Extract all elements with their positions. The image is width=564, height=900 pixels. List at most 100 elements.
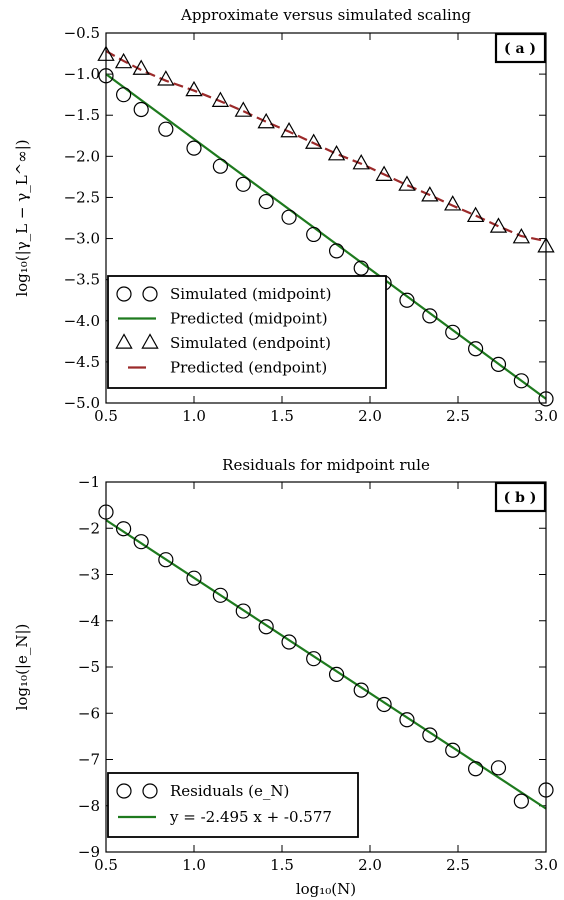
y-tick-label: −0.5 (64, 24, 100, 42)
x-axis-label: log₁₀(N) (296, 880, 356, 898)
data-point-triangle (234, 101, 252, 117)
chart-b-title: Residuals for midpoint rule (222, 456, 430, 474)
data-point-triangle (114, 52, 133, 69)
series-line (105, 519, 547, 810)
x-tick-label: 0.5 (94, 856, 118, 874)
data-point-circle (399, 712, 415, 728)
chart-b-series (98, 504, 554, 810)
legend-label: Residuals (e_N) (170, 782, 289, 800)
x-tick-label: 1.5 (270, 856, 294, 874)
y-tick-label: −2 (78, 519, 100, 537)
series-line (105, 73, 547, 400)
legend-marker-triangle (141, 333, 159, 349)
x-tick-label: 1.0 (182, 407, 206, 425)
data-point-circle (306, 226, 322, 243)
data-point-circle (212, 158, 228, 174)
chart-a-legend: Simulated (midpoint) Predicted (midpoint)… (107, 275, 387, 389)
chart-a-series (97, 45, 555, 407)
data-point-circle (212, 587, 228, 603)
panel-b: Residuals for midpoint rule log₁₀(|e_N|)… (13, 456, 558, 898)
data-point-triangle (327, 144, 346, 161)
y-tick-label: −1.0 (64, 65, 100, 83)
data-point-circle (328, 666, 345, 683)
data-point-circle (235, 176, 251, 192)
chart-a-panel-label-box: ( a ) (494, 32, 547, 64)
data-point-circle (399, 292, 415, 308)
data-point-triangle (375, 165, 393, 181)
series-line (105, 50, 547, 243)
data-point-circle (328, 243, 345, 259)
legend-marker-circle (116, 783, 132, 799)
data-point-circle (445, 742, 461, 758)
x-tick-label: 0.5 (94, 407, 118, 425)
x-tick-label: 2.5 (446, 407, 470, 425)
y-tick-label: −9 (78, 843, 100, 861)
data-point-circle (422, 727, 438, 743)
data-point-triangle (257, 112, 275, 129)
data-point-circle (353, 682, 369, 698)
data-point-triangle (352, 154, 370, 170)
legend-label: Predicted (endpoint) (170, 359, 327, 377)
data-point-triangle (489, 217, 508, 233)
data-point-circle (513, 793, 529, 809)
chart-b-ticks: 0.5 1.0 1.5 2.0 2.5 3.0 −1 −2 −3 −4 −5 −6 −7 −8 −9 (78, 473, 558, 874)
legend-marker-circle (116, 286, 132, 302)
data-point-circle (468, 341, 484, 357)
data-point-circle (115, 87, 132, 103)
chart-b-ylabel: log₁₀(|e_N|) (13, 624, 31, 711)
x-tick-label: 1.5 (270, 407, 294, 425)
y-tick-label: −8 (78, 797, 100, 815)
data-point-circle (513, 373, 529, 389)
data-point-circle (158, 552, 174, 568)
data-point-circle (158, 121, 174, 137)
chart-b-frame (105, 481, 547, 853)
y-tick-label: −3.5 (64, 271, 100, 289)
data-point-triangle (185, 80, 203, 97)
y-tick-label: −7 (78, 751, 100, 769)
y-tick-label: −4.5 (64, 353, 100, 371)
chart-b-panel-label: ( b ) (504, 490, 537, 506)
data-point-circle (281, 634, 297, 650)
chart-a-panel-label: ( a ) (504, 41, 536, 57)
y-axis-label: log₁₀(|γ_L − γ_L^∞|) (13, 139, 31, 296)
data-point-triangle (157, 70, 175, 86)
data-point-triangle (280, 121, 298, 138)
data-point-triangle (421, 186, 439, 202)
chart-a-ticks: 0.5 1.0 1.5 2.0 2.5 3.0 −0.5 −1.0 −1.5 −2.0 −2.5 −3… (64, 24, 558, 425)
chart-a-ylabel: log₁₀(|γ_L − γ_L^∞|) (13, 139, 31, 296)
y-axis-label: log₁₀(|e_N|) (13, 624, 31, 711)
data-point-circle (133, 101, 149, 118)
data-point-circle (186, 570, 202, 586)
legend-marker-circle (142, 783, 158, 799)
data-point-circle (445, 324, 461, 340)
data-point-circle (133, 534, 149, 550)
data-point-triangle (305, 133, 323, 149)
chart-a-title: Approximate versus simulated scaling (180, 6, 471, 24)
x-tick-label: 3.0 (534, 856, 558, 874)
data-point-circle (258, 619, 274, 635)
legend-label: y = -2.495 x + -0.577 (169, 808, 332, 826)
x-tick-label: 2.0 (358, 407, 382, 425)
data-point-triangle (398, 175, 416, 191)
data-point-circle (490, 760, 507, 776)
y-tick-label: −3.0 (64, 230, 100, 248)
y-tick-label: −2.5 (64, 188, 100, 206)
y-tick-label: −5 (78, 658, 100, 676)
x-tick-label: 1.0 (182, 856, 206, 874)
panel-a: Approximate versus simulated scaling log… (13, 6, 558, 425)
x-tick-label: 2.5 (446, 856, 470, 874)
legend-label: Simulated (endpoint) (170, 334, 331, 352)
y-tick-label: −1.5 (64, 106, 100, 124)
chart-a-frame (105, 32, 547, 404)
data-point-circle (490, 356, 507, 372)
chart-b-legend: Residuals (e_N)y = -2.495 x + -0.577 (107, 772, 359, 838)
x-tick-label: 3.0 (534, 407, 558, 425)
chart-b-panel-label-box: ( b ) (494, 481, 547, 513)
y-tick-label: −1 (78, 473, 100, 491)
data-point-triangle (132, 59, 150, 75)
y-tick-label: −3 (78, 566, 100, 584)
data-point-triangle (211, 91, 230, 107)
y-tick-label: −2.0 (64, 147, 100, 165)
y-tick-label: −6 (78, 704, 100, 722)
